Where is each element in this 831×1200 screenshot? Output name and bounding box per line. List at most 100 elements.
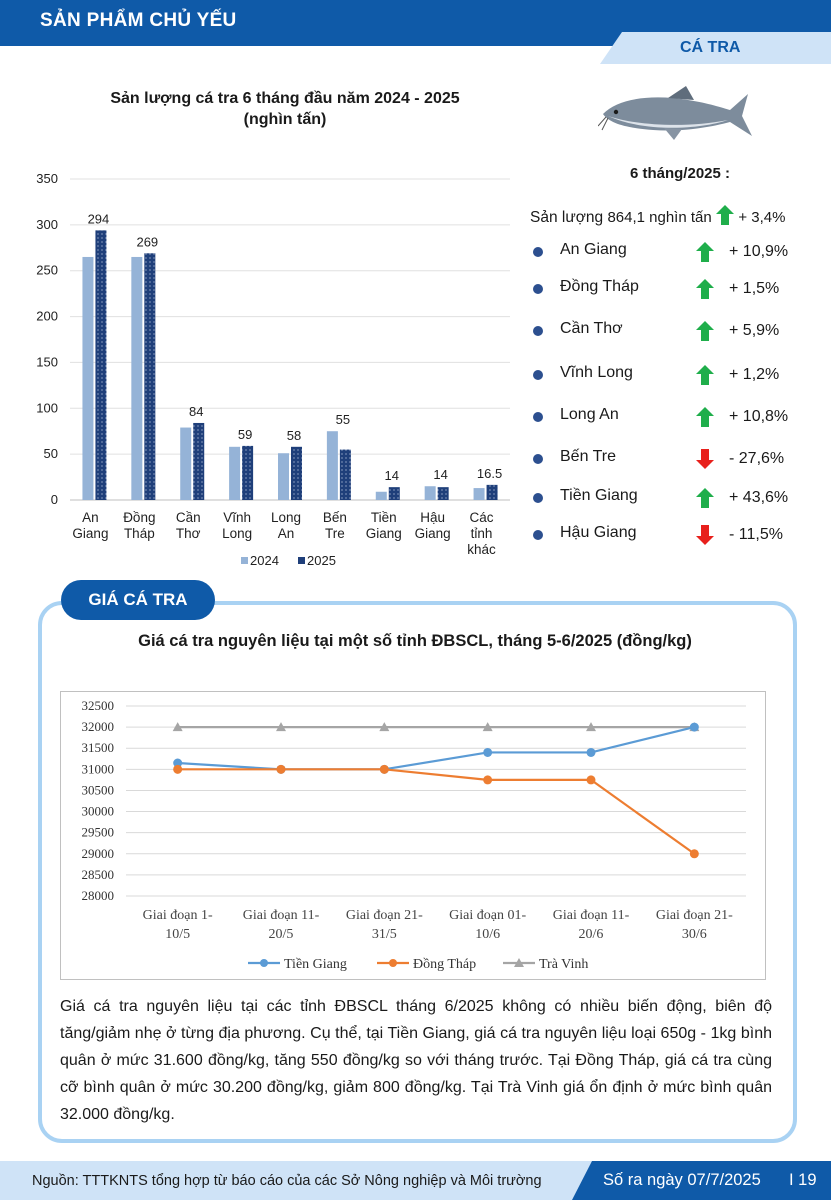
line-chart: 28000 28500 29000 29500 30000 30500 31000 31500…	[82, 698, 746, 972]
line-y-tick-label: 31000	[82, 761, 115, 776]
province-change: + 1,5%	[729, 280, 780, 297]
arrow-down-icon	[696, 525, 714, 545]
category-tab	[600, 32, 831, 64]
province-name: Vĩnh Long	[560, 364, 633, 381]
legend-label-2025: 2025	[307, 553, 336, 568]
bar-2025	[242, 445, 254, 500]
bar-data-label: 14	[385, 468, 399, 483]
legend-swatch-2024	[241, 557, 248, 564]
bar-2025	[291, 446, 302, 500]
province-name: Long An	[560, 406, 619, 423]
bar-data-label: 58	[287, 428, 301, 443]
province-row: Vĩnh Long + 1,2%	[533, 364, 803, 388]
line-category-label: Giai đoạn 11-	[553, 908, 630, 923]
line-y-tick-label: 30500	[82, 782, 115, 797]
fish-illustration	[598, 86, 752, 140]
bar-data-label: 294	[88, 211, 110, 226]
legend-marker	[389, 959, 397, 967]
line-y-tick-label: 29000	[82, 846, 115, 861]
price-panel	[38, 601, 797, 1143]
province-row: Bến Tre - 27,6%	[533, 448, 803, 472]
line-point	[482, 722, 493, 732]
bar-category-label: Các	[470, 510, 494, 525]
bullet-icon	[533, 412, 543, 422]
bar-2025	[95, 230, 107, 501]
province-name: Cần Thơ	[560, 320, 623, 337]
bar-2024	[278, 453, 289, 500]
line-point	[276, 722, 286, 732]
legend-label: Đồng Tháp	[413, 957, 476, 972]
arrow-down-icon	[696, 449, 714, 469]
bullet-icon	[533, 284, 543, 294]
bullet-icon	[533, 454, 543, 464]
line-y-tick-label: 31500	[82, 740, 115, 755]
bar-data-label: 59	[238, 427, 252, 442]
bar-2024	[131, 256, 143, 500]
province-name: Tiền Giang	[560, 487, 638, 504]
line-point	[689, 849, 699, 859]
page-number: I 19	[789, 1171, 817, 1189]
bar-2025	[437, 487, 449, 500]
line-category-label: 31/5	[372, 927, 397, 942]
bar-category-label: Vĩnh	[223, 510, 251, 525]
bar-2025	[486, 484, 498, 500]
bar-data-label: 269	[136, 234, 158, 249]
bar-2025	[388, 487, 400, 500]
line-category-label: 20/6	[579, 927, 604, 942]
bar-y-tick-label: 0	[51, 492, 58, 507]
bar-category-label: Giang	[415, 526, 451, 541]
price-commentary: Giá cá tra nguyên liệu tại các tỉnh ĐBSC…	[60, 998, 772, 1123]
line-category-label: 30/6	[682, 927, 707, 942]
footer-issue-block	[572, 1161, 831, 1200]
bar-category-label: Thơ	[176, 526, 201, 541]
line-point	[379, 764, 389, 774]
bar-category-label: Giang	[366, 526, 402, 541]
bar-2024	[326, 431, 338, 500]
arrow-up-icon	[696, 242, 714, 262]
line-point	[276, 764, 286, 774]
line-category-label: Giai đoạn 21-	[656, 908, 733, 923]
production-change: + 3,4%	[738, 209, 786, 226]
bar-chart-title: Sản lượng cá tra 6 tháng đầu năm 2024 - …	[60, 88, 510, 130]
section-title: SẢN PHẨM CHỦ YẾU	[40, 10, 237, 31]
bar-2024	[424, 486, 436, 500]
bar-chart: 050100150200250300350294AnGiang269ĐồngTh…	[36, 171, 510, 568]
bar-data-label: 84	[189, 404, 203, 419]
line-category-label: Giai đoạn 21-	[346, 908, 423, 923]
arrow-up-icon	[696, 321, 714, 341]
production-value: 864,1 nghìn tấn	[607, 209, 712, 226]
footer-issue-date: Số ra ngày 07/7/2025	[603, 1171, 761, 1189]
legend-marker	[260, 959, 268, 967]
province-name: Bến Tre	[560, 448, 617, 465]
bullet-icon	[533, 493, 543, 503]
legend-marker	[514, 958, 524, 967]
line-series	[177, 768, 695, 855]
bar-2024	[229, 446, 241, 500]
line-category-label: Giai đoạn 1-	[143, 908, 213, 923]
bar-category-label: Bến	[323, 510, 347, 525]
bar-data-label: 16.5	[477, 466, 502, 481]
bullet-icon	[533, 326, 543, 336]
bar-category-label: khác	[467, 542, 496, 557]
province-row: Cần Thơ + 5,9%	[533, 320, 803, 344]
arrow-up-icon	[696, 488, 714, 508]
bar-category-label: Cần	[176, 510, 201, 525]
province-change: + 10,9%	[729, 243, 789, 260]
bar-category-label: Tháp	[124, 526, 155, 541]
bar-data-label: 55	[336, 412, 350, 427]
bar-y-tick-label: 250	[36, 263, 58, 278]
line-point	[172, 722, 183, 732]
line-point	[689, 722, 699, 732]
bar-category-label: tỉnh	[471, 526, 493, 541]
arrow-up-icon	[696, 407, 714, 427]
bar-2024	[473, 488, 485, 500]
bar-2024	[180, 427, 192, 500]
production-label: Sản lượng	[530, 209, 604, 226]
bar-y-tick-label: 150	[36, 354, 58, 369]
line-chart-frame	[60, 691, 766, 980]
bar-2024	[82, 256, 94, 500]
bar-category-label: Giang	[72, 526, 108, 541]
arrow-up-icon	[696, 279, 714, 299]
category-label: CÁ TRA	[680, 39, 741, 56]
line-point	[379, 722, 390, 732]
